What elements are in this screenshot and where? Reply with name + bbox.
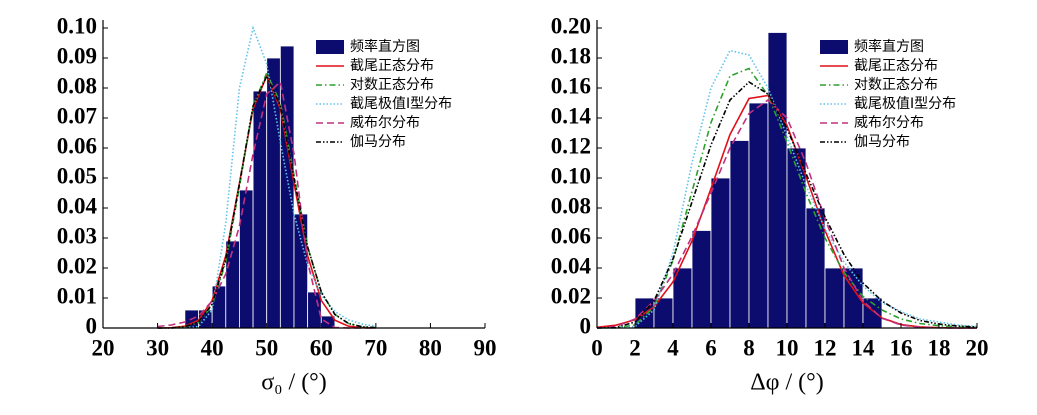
histogram-bar xyxy=(767,32,788,329)
y-tick-label: 0.06 xyxy=(551,223,591,248)
legend-label: 伽马分布 xyxy=(854,134,910,150)
histogram-bar xyxy=(824,267,845,329)
x-tick-label: 40 xyxy=(201,335,224,360)
y-tick-label: 0.04 xyxy=(551,253,592,278)
x-tick-label: 50 xyxy=(255,335,278,360)
legend-label: 威布尔分布 xyxy=(854,115,924,131)
y-tick-label: 0.03 xyxy=(57,223,97,248)
histogram-bar xyxy=(805,207,826,329)
x-tick-label: 90 xyxy=(474,335,497,360)
legend-label: 对数正态分布 xyxy=(350,77,434,93)
x-tick-label: 60 xyxy=(310,335,333,360)
legend-swatch xyxy=(316,40,344,54)
x-tick-label: 2 xyxy=(629,335,641,360)
legend-label: 频率直方图 xyxy=(854,38,924,55)
y-tick-label: 0.05 xyxy=(57,163,97,188)
fit-curve xyxy=(157,70,376,329)
x-tick-label: 6 xyxy=(705,335,717,360)
x-tick-label: 4 xyxy=(667,335,679,360)
x-tick-label: 70 xyxy=(364,335,387,360)
legend-label: 截尾极值Ⅰ型分布 xyxy=(350,96,452,112)
fit-curve xyxy=(157,73,376,329)
y-tick-label: 0.02 xyxy=(57,253,97,278)
legend-swatch xyxy=(820,40,848,54)
x-tick-label: 8 xyxy=(743,335,755,360)
fit-curve xyxy=(596,80,978,329)
fit-curve xyxy=(157,80,376,329)
x-tick-label: 30 xyxy=(146,335,169,360)
histogram-bar xyxy=(293,213,309,329)
x-axis-label: σ₀ / (°) xyxy=(261,370,327,396)
histogram-bar xyxy=(729,140,750,329)
fit-curve xyxy=(596,98,977,329)
y-tick-label: 0.01 xyxy=(57,283,97,308)
legend-label: 截尾极值Ⅰ型分布 xyxy=(854,96,956,112)
y-tick-label: 0.02 xyxy=(551,283,591,308)
x-tick-label: 16 xyxy=(890,335,913,360)
y-tick-label: 0 xyxy=(86,313,98,338)
y-tick-label: 0.06 xyxy=(57,133,97,158)
y-tick-label: 0.08 xyxy=(57,73,97,98)
histogram-bar xyxy=(279,45,295,329)
y-tick-label: 0.16 xyxy=(551,73,591,98)
legend-label: 对数正态分布 xyxy=(854,77,938,93)
x-tick-label: 18 xyxy=(928,335,951,360)
y-tick-label: 0.10 xyxy=(57,13,97,38)
x-tick-label: 10 xyxy=(776,335,799,360)
histogram-bar xyxy=(307,291,322,329)
x-tick-label: 12 xyxy=(814,335,837,360)
histogram-bar xyxy=(691,230,712,329)
histogram-bar xyxy=(786,147,807,329)
x-tick-label: 20 xyxy=(966,335,989,360)
y-tick-label: 0 xyxy=(580,313,592,338)
y-tick-label: 0.10 xyxy=(551,163,591,188)
y-tick-label: 0.18 xyxy=(551,43,591,68)
fit-curve xyxy=(597,49,978,329)
y-tick-label: 0.08 xyxy=(551,193,591,218)
y-tick-label: 0.20 xyxy=(551,13,591,38)
x-tick-label: 14 xyxy=(852,335,876,360)
x-tick-label: 80 xyxy=(419,335,442,360)
fit-curve xyxy=(157,25,376,329)
histogram-bar xyxy=(239,189,254,329)
legend-label: 伽马分布 xyxy=(350,134,406,150)
legend-label: 频率直方图 xyxy=(350,38,420,55)
legend-label: 截尾正态分布 xyxy=(854,58,938,74)
x-tick-label: 0 xyxy=(591,335,603,360)
y-tick-label: 0.04 xyxy=(57,193,98,218)
x-axis-label: Δφ / (°) xyxy=(750,370,824,396)
histogram-bar xyxy=(710,177,731,329)
histogram-bar xyxy=(748,102,769,329)
x-tick-label: 20 xyxy=(92,335,115,360)
legend-label: 截尾正态分布 xyxy=(350,58,434,74)
y-tick-label: 0.09 xyxy=(57,43,97,68)
y-tick-label: 0.07 xyxy=(57,103,97,128)
y-tick-label: 0.12 xyxy=(551,133,591,158)
legend-label: 威布尔分布 xyxy=(350,115,420,131)
y-tick-label: 0.14 xyxy=(551,103,592,128)
